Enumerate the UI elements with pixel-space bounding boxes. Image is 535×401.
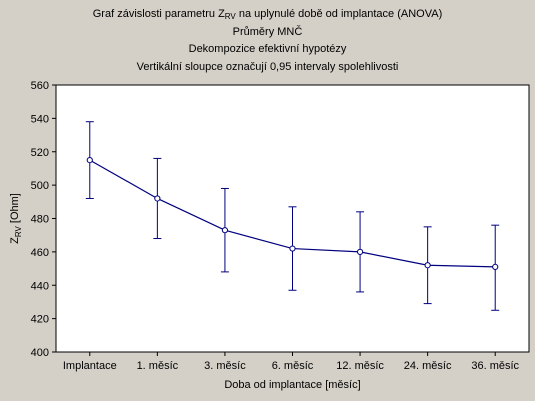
chart-title-prefix: Graf závislosti parametru Z <box>92 8 225 20</box>
data-point <box>289 245 296 252</box>
x-tick-label: 3. měsíc <box>204 360 246 372</box>
data-point <box>424 262 431 269</box>
x-tick-label: 6. měsíc <box>272 360 314 372</box>
y-tick-label: 460 <box>31 247 49 259</box>
data-points <box>86 156 499 270</box>
y-tick-label: 560 <box>31 80 49 92</box>
data-point <box>492 263 499 270</box>
data-point <box>356 248 364 255</box>
y-tick-label: 480 <box>31 214 49 226</box>
data-point <box>221 227 229 234</box>
y-tick-label: 400 <box>31 347 49 359</box>
y-tick-label: 440 <box>31 280 49 292</box>
x-axis-label: Doba od implantace [měsíc] <box>224 379 360 391</box>
x-tick-label: Implantace <box>63 360 117 372</box>
y-tick-label: 420 <box>31 314 49 326</box>
data-point <box>86 156 93 164</box>
y-axis-label: ZRV [Ohm] <box>9 193 23 244</box>
y-axis-label-suffix: [Ohm] <box>9 193 21 226</box>
chart-subtitle-3: Vertikální sloupce označují 0,95 interva… <box>136 61 399 73</box>
x-tick-label: 36. měsíc <box>471 360 519 372</box>
x-tick-label: 12. měsíc <box>336 360 384 372</box>
x-axis: Implantace 1. měsíc 3. měsíc 6. měsíc 12. mě… <box>63 352 520 372</box>
y-axis-label-prefix: Z <box>9 237 21 244</box>
x-tick-label: 24. měsíc <box>404 360 452 372</box>
chart-subtitle-2: Dekompozice efektivní hypotézy <box>188 43 347 55</box>
chart-title-subscript: RV <box>224 12 236 21</box>
y-tick-label: 500 <box>31 180 49 192</box>
data-point <box>154 195 161 202</box>
y-axis: 400 420 440 460 480 500 520 540 560 <box>31 80 56 359</box>
y-tick-label: 540 <box>31 113 49 125</box>
chart-title: Graf závislosti parametru ZRV na uplynul… <box>0 8 535 21</box>
y-tick-label: 520 <box>31 147 49 159</box>
chart-subtitle-1: Průměry MNČ <box>232 26 303 38</box>
x-tick-label: 1. měsíc <box>137 360 179 372</box>
chart-title-suffix: na uplynulé době od implantace (ANOVA) <box>235 8 443 20</box>
y-axis-label-subscript: RV <box>14 225 23 237</box>
